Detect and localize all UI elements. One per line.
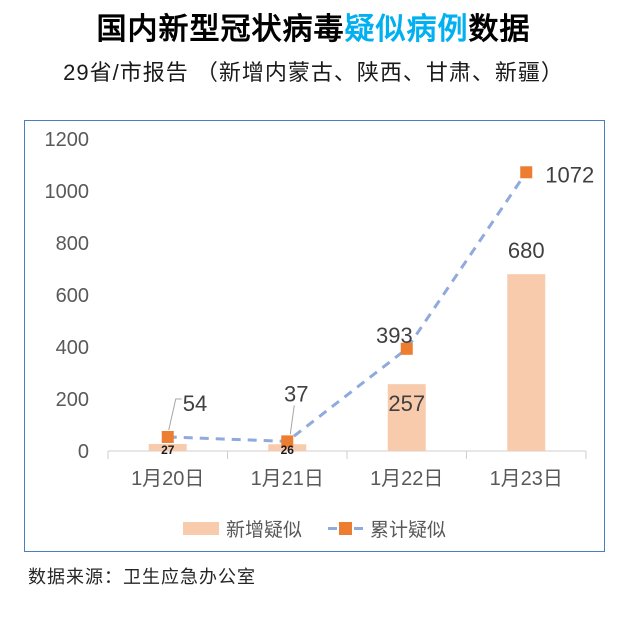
chart-legend: 新增疑似 累计疑似 (25, 515, 604, 542)
y-axis-tick-label: 1000 (45, 181, 90, 203)
data-source-note: 数据来源：卫生应急办公室 (28, 567, 256, 587)
y-axis-tick-label: 200 (56, 389, 89, 411)
legend-label-new-suspected: 新增疑似 (225, 520, 302, 541)
legend-label-cumulative-suspected: 累计疑似 (370, 520, 447, 541)
x-axis-category-label: 1月21日 (251, 468, 324, 490)
chart-container: 0 200 400 600 800 1000 1200 1月20日 1月21日 1月22日 1月23… (24, 120, 605, 552)
title-text-left: 国内新型冠状病毒 (96, 13, 345, 46)
legend-item-cumulative-suspected: 累计疑似 (328, 515, 446, 542)
y-axis-tick-label: 0 (78, 441, 89, 463)
chart-plot: 0 200 400 600 800 1000 1200 1月20日 1月21日 1月22日 1月23… (45, 129, 595, 490)
bar-new-suspected (387, 384, 426, 451)
legend-item-new-suspected: 新增疑似 (182, 515, 302, 542)
bar-swatch-icon (182, 522, 219, 535)
infographic-page: { "title": { "text_black_1": "国内新型冠状病毒",… (0, 12, 627, 621)
bar-value-label: 27 (161, 443, 175, 457)
label-leader-line (289, 405, 295, 435)
title-text-right: 数据 (468, 13, 531, 46)
bar-value-label: 26 (281, 443, 295, 457)
cumulative-marker-icon (400, 342, 413, 355)
x-axis-category-label: 1月22日 (370, 468, 443, 490)
line-value-label: 37 (284, 381, 308, 406)
cumulative-dashed-line (167, 171, 528, 443)
bar-new-suspected (268, 444, 307, 451)
bar-value-label: 257 (388, 391, 425, 416)
cumulative-marker-icon (161, 430, 174, 443)
cumulative-marker-icon (281, 435, 294, 448)
x-axis-category-label: 1月23日 (490, 468, 563, 490)
page-subtitle: 29省/市报告 （新增内蒙古、陕西、甘肃、新疆） (63, 60, 564, 85)
line-value-label: 1072 (545, 162, 594, 187)
y-axis-tick-label: 800 (56, 233, 89, 255)
bar-new-suspected (148, 443, 187, 451)
title-text-highlight: 疑似病例 (344, 13, 469, 46)
page-title: 国内新型冠状病毒疑似病例数据 (0, 12, 627, 48)
bar-new-suspected (507, 274, 546, 451)
y-axis-tick-label: 1200 (45, 129, 90, 151)
y-axis-tick-label: 400 (56, 337, 89, 359)
bar-value-label: 680 (508, 238, 545, 263)
y-axis-tick-label: 600 (56, 285, 89, 307)
cumulative-marker-icon (520, 166, 533, 179)
x-axis-category-label: 1月20日 (131, 468, 204, 490)
line-value-label: 54 (183, 391, 207, 416)
label-leader-line (168, 398, 182, 431)
line-value-label: 393 (376, 323, 413, 348)
dashed-line-marker-swatch-icon (328, 522, 363, 535)
